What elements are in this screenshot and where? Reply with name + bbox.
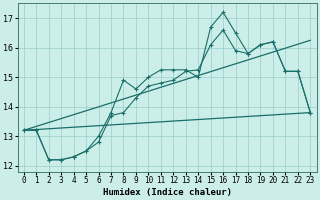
X-axis label: Humidex (Indice chaleur): Humidex (Indice chaleur) (103, 188, 232, 197)
